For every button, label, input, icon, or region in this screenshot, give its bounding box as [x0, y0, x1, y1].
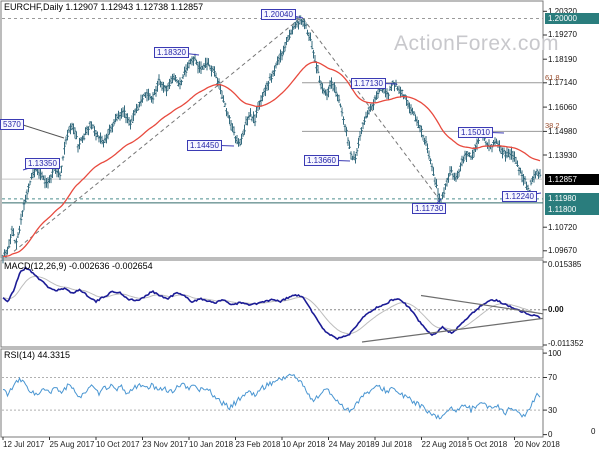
callout-connector — [19, 123, 65, 139]
rsi-panel-border — [0, 348, 544, 438]
chart-title: EURCHF,Daily 1.12907 1.12943 1.12738 1.1… — [4, 2, 204, 12]
price-trendline-1[interactable] — [13, 17, 302, 252]
callout-connector — [323, 159, 351, 162]
macd-trendline-2[interactable] — [361, 317, 544, 343]
macd-signal-line[interactable] — [2, 275, 541, 335]
macd-panel-border — [0, 259, 544, 348]
callout-connector — [521, 192, 542, 197]
watermark: ActionForex.com — [394, 32, 560, 55]
macd-indicator-title: MACD(12,26,9) -0.002636 -0.002654 — [4, 261, 153, 271]
callout-connector — [206, 144, 235, 147]
price-trendline-2[interactable] — [302, 18, 443, 204]
price-ma-line[interactable] — [2, 61, 541, 258]
macd-main-line[interactable] — [2, 266, 541, 341]
macd-trendline-1[interactable] — [420, 294, 544, 315]
callout-connector — [173, 51, 200, 56]
rsi-indicator-title: RSI(14) 44.3315 — [4, 350, 71, 360]
rsi-line[interactable] — [2, 373, 541, 420]
